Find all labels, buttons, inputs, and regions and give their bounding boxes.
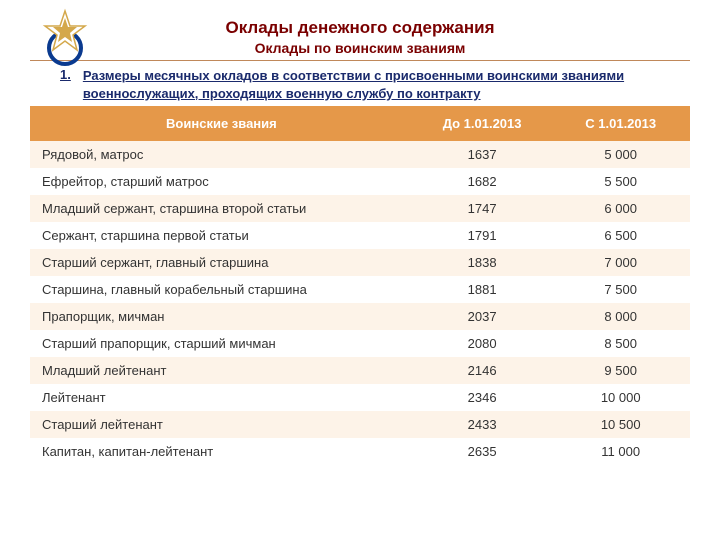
cell-after: 7 500 <box>551 276 690 303</box>
cell-after: 7 000 <box>551 249 690 276</box>
divider <box>30 60 690 61</box>
table-row: Рядовой, матрос16375 000 <box>30 141 690 168</box>
cell-before: 1747 <box>413 195 552 222</box>
cell-rank: Младший лейтенант <box>30 357 413 384</box>
cell-rank: Лейтенант <box>30 384 413 411</box>
salary-table: Воинские звания До 1.01.2013 С 1.01.2013… <box>30 106 690 465</box>
section-heading: 1. Размеры месячных окладов в соответств… <box>0 65 720 106</box>
cell-rank: Рядовой, матрос <box>30 141 413 168</box>
table-row: Лейтенант234610 000 <box>30 384 690 411</box>
cell-after: 6 500 <box>551 222 690 249</box>
cell-after: 10 500 <box>551 411 690 438</box>
section-text: Размеры месячных окладов в соответствии … <box>83 67 680 102</box>
cell-after: 6 000 <box>551 195 690 222</box>
table-row: Старшина, главный корабельный старшина18… <box>30 276 690 303</box>
cell-before: 2080 <box>413 330 552 357</box>
cell-rank: Прапорщик, мичман <box>30 303 413 330</box>
cell-after: 9 500 <box>551 357 690 384</box>
page-title: Оклады денежного содержания <box>0 18 720 38</box>
table-row: Старший прапорщик, старший мичман20808 5… <box>30 330 690 357</box>
table-row: Прапорщик, мичман20378 000 <box>30 303 690 330</box>
col-before: До 1.01.2013 <box>413 106 552 141</box>
cell-rank: Ефрейтор, старший матрос <box>30 168 413 195</box>
section-number: 1. <box>60 67 71 82</box>
cell-after: 10 000 <box>551 384 690 411</box>
table-row: Капитан, капитан-лейтенант263511 000 <box>30 438 690 465</box>
cell-before: 1682 <box>413 168 552 195</box>
col-rank: Воинские звания <box>30 106 413 141</box>
cell-after: 11 000 <box>551 438 690 465</box>
cell-before: 1637 <box>413 141 552 168</box>
table-header-row: Воинские звания До 1.01.2013 С 1.01.2013 <box>30 106 690 141</box>
cell-rank: Старший сержант, главный старшина <box>30 249 413 276</box>
table-row: Младший лейтенант21469 500 <box>30 357 690 384</box>
table-row: Старший лейтенант243310 500 <box>30 411 690 438</box>
cell-rank: Старший лейтенант <box>30 411 413 438</box>
cell-before: 2635 <box>413 438 552 465</box>
cell-after: 8 000 <box>551 303 690 330</box>
table-row: Младший сержант, старшина второй статьи1… <box>30 195 690 222</box>
cell-after: 5 500 <box>551 168 690 195</box>
cell-before: 2433 <box>413 411 552 438</box>
cell-rank: Младший сержант, старшина второй статьи <box>30 195 413 222</box>
cell-rank: Старший прапорщик, старший мичман <box>30 330 413 357</box>
title-block: Оклады денежного содержания Оклады по во… <box>0 0 720 56</box>
page-subtitle: Оклады по воинским званиям <box>0 40 720 56</box>
cell-before: 1791 <box>413 222 552 249</box>
cell-before: 2346 <box>413 384 552 411</box>
table-row: Сержант, старшина первой статьи17916 500 <box>30 222 690 249</box>
cell-before: 1881 <box>413 276 552 303</box>
cell-rank: Сержант, старшина первой статьи <box>30 222 413 249</box>
table-row: Ефрейтор, старший матрос16825 500 <box>30 168 690 195</box>
cell-rank: Капитан, капитан-лейтенант <box>30 438 413 465</box>
cell-before: 2146 <box>413 357 552 384</box>
cell-before: 2037 <box>413 303 552 330</box>
cell-before: 1838 <box>413 249 552 276</box>
table-row: Старший сержант, главный старшина18387 0… <box>30 249 690 276</box>
emblem-icon <box>35 8 95 68</box>
cell-after: 5 000 <box>551 141 690 168</box>
cell-rank: Старшина, главный корабельный старшина <box>30 276 413 303</box>
col-after: С 1.01.2013 <box>551 106 690 141</box>
cell-after: 8 500 <box>551 330 690 357</box>
